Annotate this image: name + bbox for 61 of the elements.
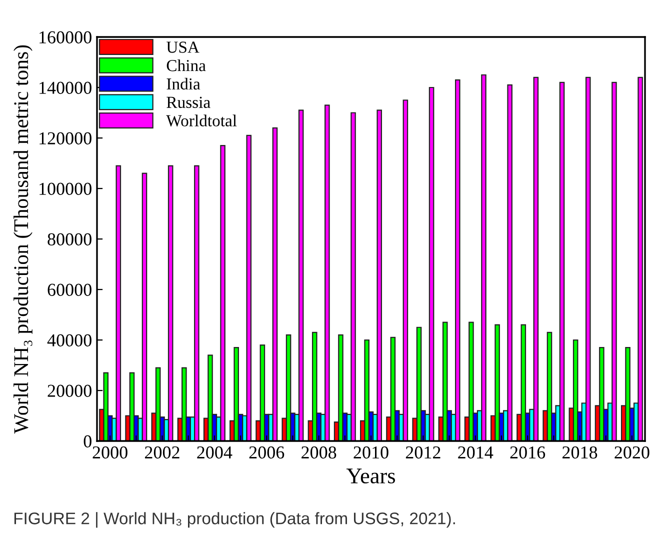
bar (142, 172, 148, 441)
y-tick-label: 40000 (47, 334, 92, 346)
bar (220, 145, 226, 441)
bar (507, 84, 512, 441)
bar (585, 76, 591, 441)
bar (533, 76, 539, 441)
y-tick-label: 0 (84, 435, 92, 448)
bar (103, 372, 109, 441)
legend-label: USA (166, 42, 200, 53)
bar (468, 322, 474, 441)
x-tick-label: 2002 (144, 446, 180, 459)
legend-label: China (166, 59, 206, 72)
bar (599, 347, 604, 441)
bar (612, 82, 617, 441)
bar (116, 165, 122, 441)
legend-label: Worldtotal (166, 114, 237, 126)
bar (168, 165, 174, 441)
x-tick-label: 2020 (614, 446, 650, 459)
bar (638, 76, 643, 441)
y-tick-label: 20000 (48, 384, 92, 397)
y-tick-label: 100000 (40, 182, 92, 195)
legend-label: India (166, 78, 200, 90)
bar (442, 322, 448, 441)
x-tick-label: 2004 (197, 446, 232, 459)
x-tick-label: 2010 (354, 446, 388, 459)
bar (402, 100, 408, 441)
legend-label: Russia (166, 96, 210, 108)
caption: FIGURE 2 | World NH₃ production (Data from USGS, 2021). (14, 512, 455, 528)
bar (182, 367, 187, 441)
x-tick-label: 2016 (510, 446, 546, 459)
bar (350, 112, 356, 441)
bar (338, 334, 344, 441)
bar (246, 134, 252, 441)
y-tick-label: 160000 (40, 31, 92, 44)
bar (364, 339, 370, 441)
bar (481, 74, 486, 441)
bar (194, 165, 200, 441)
bar (272, 127, 278, 441)
x-axis-title: Years (346, 468, 395, 484)
x-tick-label: 2008 (302, 446, 336, 459)
y-tick-label: 120000 (40, 132, 92, 144)
x-tick-label: 2012 (406, 446, 440, 459)
x-tick-label: 2006 (249, 446, 284, 459)
bar (298, 110, 304, 441)
bar (208, 354, 213, 441)
bar (234, 347, 239, 441)
x-tick-label: 2014 (458, 446, 494, 459)
bar (428, 86, 434, 441)
bar (625, 347, 630, 441)
bar (454, 79, 460, 441)
bar (324, 104, 330, 441)
y-tick-label: 80000 (48, 233, 92, 246)
x-tick-label: 2018 (562, 446, 598, 459)
bar (312, 332, 318, 441)
bar (376, 110, 382, 441)
x-tick-label: 2000 (92, 446, 128, 459)
y-tick-label: 60000 (48, 284, 92, 296)
bar (494, 324, 500, 441)
y-tick-label: 140000 (40, 82, 92, 94)
y-axis-title: World NH₃ production (Thousand metric tons) (14, 45, 32, 434)
bar (559, 82, 565, 441)
